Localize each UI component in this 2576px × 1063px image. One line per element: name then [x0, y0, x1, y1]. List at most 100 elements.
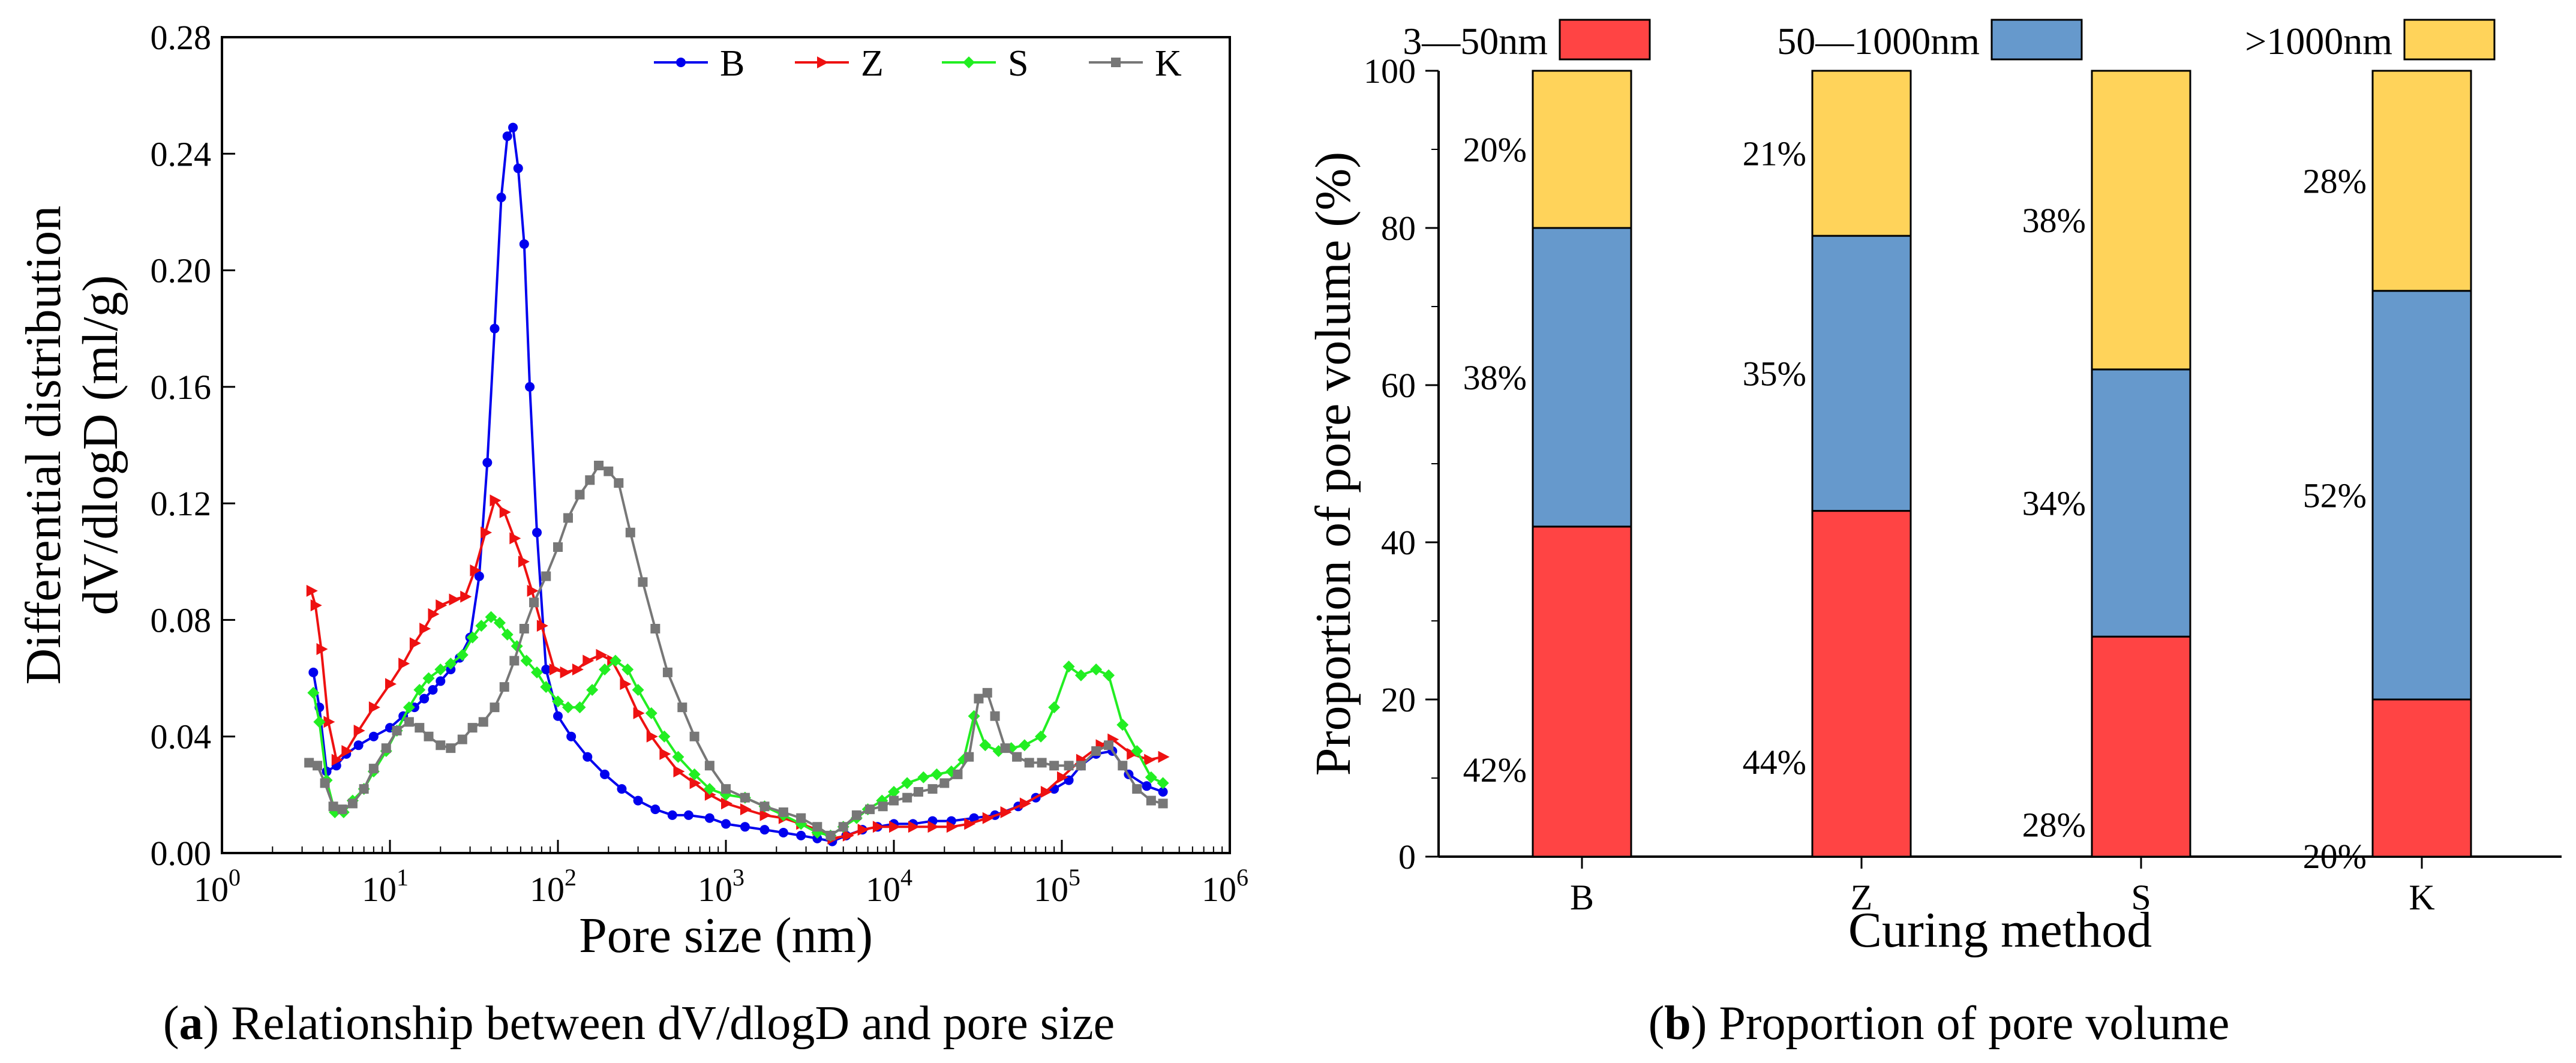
data-point — [889, 795, 899, 806]
data-point — [1000, 743, 1010, 753]
caption-a: (a) Relationship between dV/dlogD and po… — [163, 997, 1115, 1050]
data-point — [659, 747, 671, 760]
legend-label-a: B — [720, 43, 744, 84]
bar-value-label: 35% — [1743, 354, 1806, 393]
data-point — [445, 657, 457, 670]
data-point — [419, 623, 431, 635]
legend-label-a: S — [1008, 43, 1028, 84]
data-point — [583, 654, 595, 667]
data-point — [1057, 771, 1068, 783]
data-point — [422, 672, 435, 684]
plot-frame-a — [221, 36, 1231, 854]
data-point — [1024, 758, 1034, 768]
y-tick-label-a: 0.08 — [151, 600, 212, 639]
data-point — [306, 584, 318, 597]
data-point — [392, 726, 402, 735]
data-point — [632, 684, 644, 696]
bar-segment-K-2 — [2371, 70, 2472, 292]
data-point — [474, 571, 484, 581]
data-point — [683, 810, 693, 820]
data-point — [1116, 719, 1129, 731]
data-point — [499, 506, 511, 518]
data-point — [930, 768, 943, 780]
x-tick-label-b: K — [2409, 878, 2434, 917]
bar-value-label: 28% — [2303, 161, 2367, 200]
data-point — [604, 466, 614, 476]
data-point — [436, 740, 446, 750]
data-point — [499, 682, 509, 692]
y-tick-label-a: 0.16 — [151, 368, 212, 407]
data-point — [519, 624, 529, 633]
data-point — [622, 663, 634, 675]
caption-b-text: Proportion of pore volume — [1707, 997, 2229, 1050]
data-point — [650, 804, 660, 815]
bar-segment-Z-1 — [1811, 235, 1912, 512]
legend-label-b: 50—1000nm — [1777, 20, 1980, 62]
data-point — [478, 717, 488, 727]
data-point — [825, 830, 836, 840]
data-point — [917, 771, 930, 783]
data-point — [878, 801, 888, 812]
series-Z — [306, 494, 1170, 845]
data-point — [460, 590, 472, 603]
data-point — [964, 752, 974, 762]
data-point — [353, 725, 365, 737]
y-tick-label-b: 20 — [1381, 680, 1416, 719]
data-point — [586, 684, 599, 696]
y-tick-label-b: 100 — [1364, 52, 1416, 91]
data-point — [553, 542, 563, 552]
data-point — [541, 571, 551, 581]
data-point — [513, 163, 523, 173]
data-point — [424, 731, 434, 741]
x-tick-label-a: 100 — [194, 864, 241, 909]
data-point — [946, 821, 958, 833]
data-point — [1144, 753, 1156, 766]
data-point — [385, 678, 397, 690]
data-point — [838, 822, 848, 832]
data-point — [689, 731, 699, 741]
y-tick-label-b: 0 — [1398, 837, 1416, 876]
bar-value-label: 21% — [1743, 134, 1806, 173]
data-point — [851, 810, 861, 820]
legend-swatch-b — [1559, 19, 1651, 61]
data-point — [341, 745, 353, 757]
bar-segment-K-1 — [2371, 290, 2472, 701]
data-point — [721, 797, 732, 810]
data-point — [796, 813, 806, 823]
bar-value-label: 20% — [1463, 130, 1527, 169]
data-point — [740, 803, 752, 816]
data-point — [759, 801, 770, 812]
data-point — [1074, 669, 1087, 681]
data-point — [688, 768, 701, 780]
data-point — [1146, 795, 1156, 806]
data-point — [331, 753, 343, 766]
data-point — [368, 701, 380, 714]
y-tick-label-a: 0.04 — [151, 717, 212, 756]
bar-segment-S-0 — [2091, 635, 2191, 858]
bar-segment-Z-2 — [1811, 70, 1912, 237]
data-point — [1040, 786, 1052, 798]
data-point — [676, 58, 686, 67]
data-point — [1157, 777, 1169, 789]
data-point — [308, 667, 319, 677]
data-point — [572, 663, 584, 675]
data-point — [1158, 750, 1170, 763]
data-point — [304, 758, 314, 768]
data-point — [645, 707, 657, 719]
data-point — [842, 829, 854, 842]
x-tick-label-b: S — [2131, 878, 2151, 917]
x-tick-label-a: 103 — [698, 864, 744, 909]
bar-segment-S-2 — [2091, 70, 2191, 371]
data-point — [650, 624, 660, 633]
data-point — [310, 599, 322, 612]
data-point — [307, 686, 320, 699]
y-tick-label-a: 0.20 — [151, 251, 212, 290]
data-point — [403, 701, 415, 714]
data-point — [446, 743, 456, 753]
data-point — [953, 769, 963, 779]
data-point — [620, 678, 632, 690]
data-point — [563, 513, 573, 523]
data-point — [520, 654, 533, 667]
data-point — [536, 620, 548, 632]
